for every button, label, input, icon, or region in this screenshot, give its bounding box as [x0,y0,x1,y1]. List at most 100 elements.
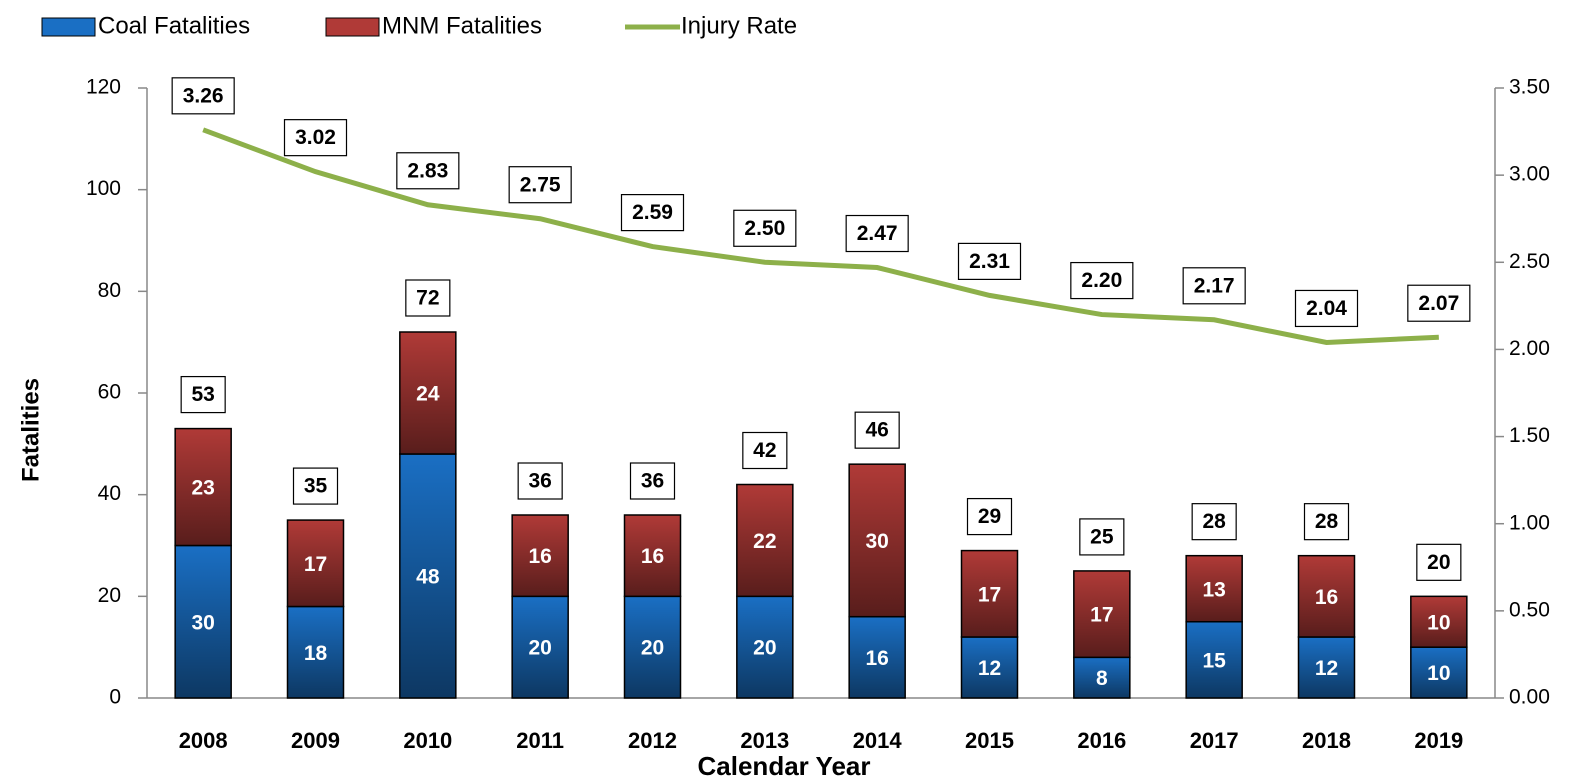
total-box [517,462,563,500]
y-tick-label: 100 [86,177,121,200]
label-box [845,214,909,253]
value-label: 16 [865,647,888,670]
value-label: 2.20 [1081,269,1122,292]
value-label: 8 [1096,667,1108,690]
x-tick-label: 2019 [1414,728,1463,753]
bar-shade [1410,595,1468,648]
value-label: 12 [1315,657,1338,680]
bar-shade [960,549,1019,638]
value-label: 10 [1427,611,1450,634]
label-box [957,242,1022,280]
total-box [1416,543,1462,581]
value-label: 16 [528,545,551,568]
label-box [733,209,797,247]
value-label: 48 [416,566,440,589]
total-label: 53 [191,383,214,406]
y-tick-label: 120 [86,76,121,99]
value-label: 2.75 [520,173,561,196]
y2-tick-label: 3.50 [1509,76,1550,99]
bar-shade [736,595,794,699]
label-box [1407,284,1471,322]
value-label: 17 [978,583,1001,606]
x-tick-label: 2015 [965,728,1014,753]
x-tick-label: 2012 [628,728,677,753]
value-label: 24 [416,383,440,406]
total-box [854,411,900,449]
total-box [180,375,226,414]
x-tick-label: 2016 [1077,728,1126,753]
y2-tick-label: 2.50 [1509,250,1550,273]
total-box [966,497,1013,536]
y-tick-label: 60 [98,381,121,404]
value-label: 20 [753,637,776,660]
y2-tick-label: 1.00 [1509,511,1550,534]
y-tick-label: 20 [98,584,121,607]
label-box [171,77,235,115]
y2-tick-label: 3.00 [1509,163,1550,186]
total-label: 29 [978,505,1001,528]
total-label: 42 [753,439,776,462]
label-box [1182,267,1246,305]
total-box [292,467,339,505]
label-box [1070,261,1134,300]
value-label: 22 [753,530,776,553]
value-label: 2.83 [407,159,448,182]
value-label: 16 [641,545,664,568]
value-label: 17 [304,553,327,576]
legend-swatch [325,17,380,37]
value-label: 20 [528,637,551,660]
value-label: 20 [641,637,664,660]
legend-label: Coal Fatalities [98,12,250,39]
total-box [1303,503,1350,541]
total-label: 46 [865,419,888,442]
value-label: 30 [191,611,214,634]
value-label: 3.26 [183,84,224,107]
legend-swatch [41,17,96,37]
bar-shade [286,519,345,608]
bar-shade [1073,570,1131,659]
value-label: 2.04 [1306,297,1347,320]
legend-label: MNM Fatalities [382,12,542,39]
x-tick-label: 2010 [403,728,452,753]
bar-shade [399,453,457,699]
value-label: 2.59 [632,201,673,224]
total-box [1079,518,1125,556]
value-label: 18 [304,642,328,665]
bar-shade [174,427,232,547]
label-box [508,166,572,204]
total-label: 72 [416,287,439,310]
bar-shade [1073,656,1131,699]
y-tick-label: 80 [98,279,121,302]
value-label: 10 [1427,662,1450,685]
value-label: 17 [1090,604,1113,627]
bar-shade [1297,554,1356,638]
total-label: 35 [304,475,328,498]
y-tick-label: 40 [98,482,121,505]
total-box [742,431,788,470]
bar-shade [848,463,906,618]
bar-shade [848,615,906,699]
total-label: 28 [1202,510,1226,533]
value-label: 2.17 [1194,274,1235,297]
x-tick-label: 2013 [740,728,789,753]
bar-shade [399,331,457,455]
y-axis-title: Fatalities [17,378,44,482]
x-tick-label: 2014 [853,728,903,753]
value-label: 2.31 [969,250,1010,273]
x-tick-label: 2008 [179,728,228,753]
bar-shade [1185,554,1243,623]
bar-shade [286,605,345,699]
label-box [396,152,460,190]
total-label: 28 [1315,510,1339,533]
legend-label: Injury Rate [681,12,797,39]
value-label: 2.07 [1418,292,1459,315]
value-label: 23 [191,477,214,500]
x-axis-title: Calendar Year [698,751,871,781]
x-tick-label: 2009 [291,728,340,753]
value-label: 13 [1202,578,1225,601]
value-label: 15 [1202,649,1226,672]
line [202,127,1439,345]
y2-tick-label: 0.00 [1509,686,1550,709]
y-tick-label: 0 [109,686,121,709]
label-box [283,119,348,157]
